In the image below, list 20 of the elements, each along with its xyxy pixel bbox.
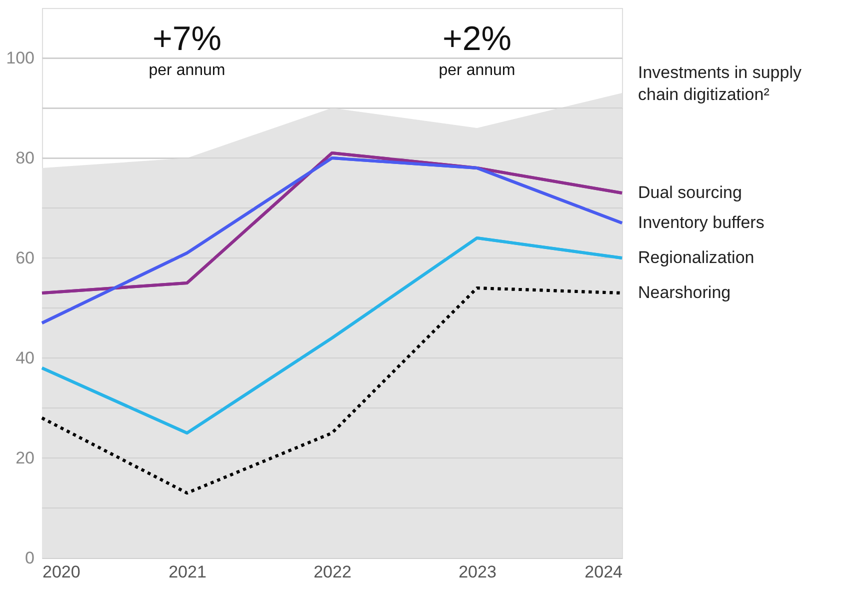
x-tick-label: 2023 — [458, 562, 496, 582]
annotation: +7% — [152, 20, 222, 58]
y-tick-label: 20 — [16, 448, 34, 468]
series-label: Regionalization — [638, 248, 754, 267]
x-tick-label: 2022 — [314, 562, 352, 582]
series-label: Dual sourcing — [638, 183, 742, 202]
y-tick-label: 60 — [16, 248, 34, 268]
annotation: per annum — [438, 62, 516, 79]
y-tick-label: 40 — [16, 348, 34, 368]
x-tick-label: 2020 — [42, 562, 80, 582]
series-label: Inventory buffers — [638, 213, 764, 232]
x-tick-label: 2021 — [168, 562, 206, 582]
annotation: per annum — [148, 62, 226, 79]
annotation: +2% — [442, 20, 512, 58]
series-label: Investments in supply chain digitization² — [638, 63, 802, 104]
y-tick-label: 80 — [16, 148, 34, 168]
x-tick-label: 2024 — [584, 562, 622, 582]
series-label: Nearshoring — [638, 283, 731, 302]
y-tick-label: 0 — [25, 548, 34, 568]
y-tick-label: 100 — [6, 48, 34, 68]
